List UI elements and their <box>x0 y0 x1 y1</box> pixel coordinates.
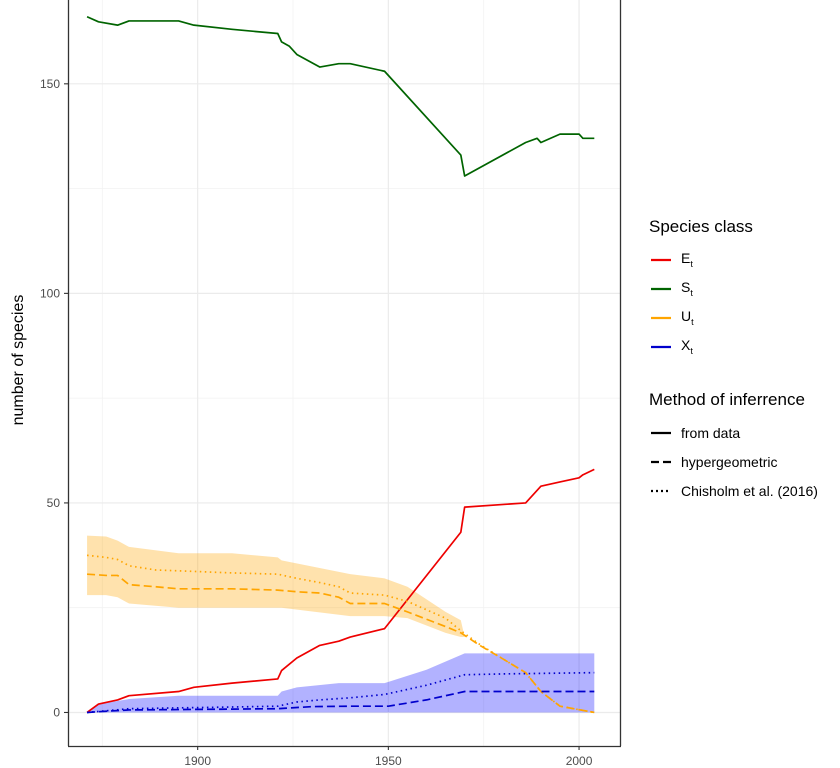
legend-title-species-class: Species class <box>649 217 753 236</box>
legend-label: Ut <box>681 308 694 327</box>
legend-item-dashed: hypergeometric <box>649 447 818 476</box>
legend-label: hypergeometric <box>681 453 778 470</box>
legend-item-x: Xt <box>649 332 753 361</box>
legend-species-class: Species class Et St Ut Xt <box>649 217 753 361</box>
y-axis-title: number of species <box>10 295 27 426</box>
legend-title-method: Method of inferrence <box>649 390 805 409</box>
legend-key-line <box>651 287 671 290</box>
legend-key-line <box>651 345 671 348</box>
x-tick-label: 2000 <box>566 754 593 768</box>
y-tick-label: 0 <box>53 705 60 719</box>
series-line-u-dashed <box>87 573 595 714</box>
grid-minor <box>68 0 621 746</box>
legend-key-line <box>651 489 671 492</box>
series-line-x-dashed <box>87 690 595 714</box>
ribbon-u <box>87 535 465 638</box>
x-tick-label: 1950 <box>375 754 402 768</box>
legend-item-u: Ut <box>649 303 753 332</box>
legend-item-dotted: Chisholm et al. (2016) <box>649 476 818 505</box>
legend-label: from data <box>681 424 741 441</box>
legend-method: Method of inferrence from data hypergeome… <box>649 390 818 505</box>
series-line-e-solid <box>86 468 595 714</box>
legend-label: Et <box>681 250 693 269</box>
legend-label: Xt <box>681 337 693 356</box>
confidence-ribbons <box>87 535 595 713</box>
y-tick-label: 50 <box>47 496 61 510</box>
axis-ticks: 1900 1950 2000 0 50 100 150 <box>40 77 593 768</box>
legend-item-solid: from data <box>649 418 818 447</box>
legend-key-line <box>651 431 671 434</box>
legend-label: Chisholm et al. (2016) <box>681 482 818 499</box>
legend-key-line <box>651 258 671 261</box>
series-lines <box>86 15 595 714</box>
ribbon-x <box>87 653 595 713</box>
legend-key-line <box>651 460 671 463</box>
series-line-x-dotted <box>86 671 595 714</box>
legend-item-e: Et <box>649 245 753 274</box>
y-tick-label: 150 <box>40 77 60 91</box>
legend-label: St <box>681 279 693 298</box>
x-tick-label: 1900 <box>184 754 211 768</box>
grid-major <box>68 0 621 746</box>
y-tick-label: 100 <box>40 286 60 300</box>
legend-key-line <box>651 316 671 319</box>
legend-item-s: St <box>649 274 753 303</box>
plot-background <box>68 0 621 746</box>
series-line-s-solid <box>86 15 595 177</box>
